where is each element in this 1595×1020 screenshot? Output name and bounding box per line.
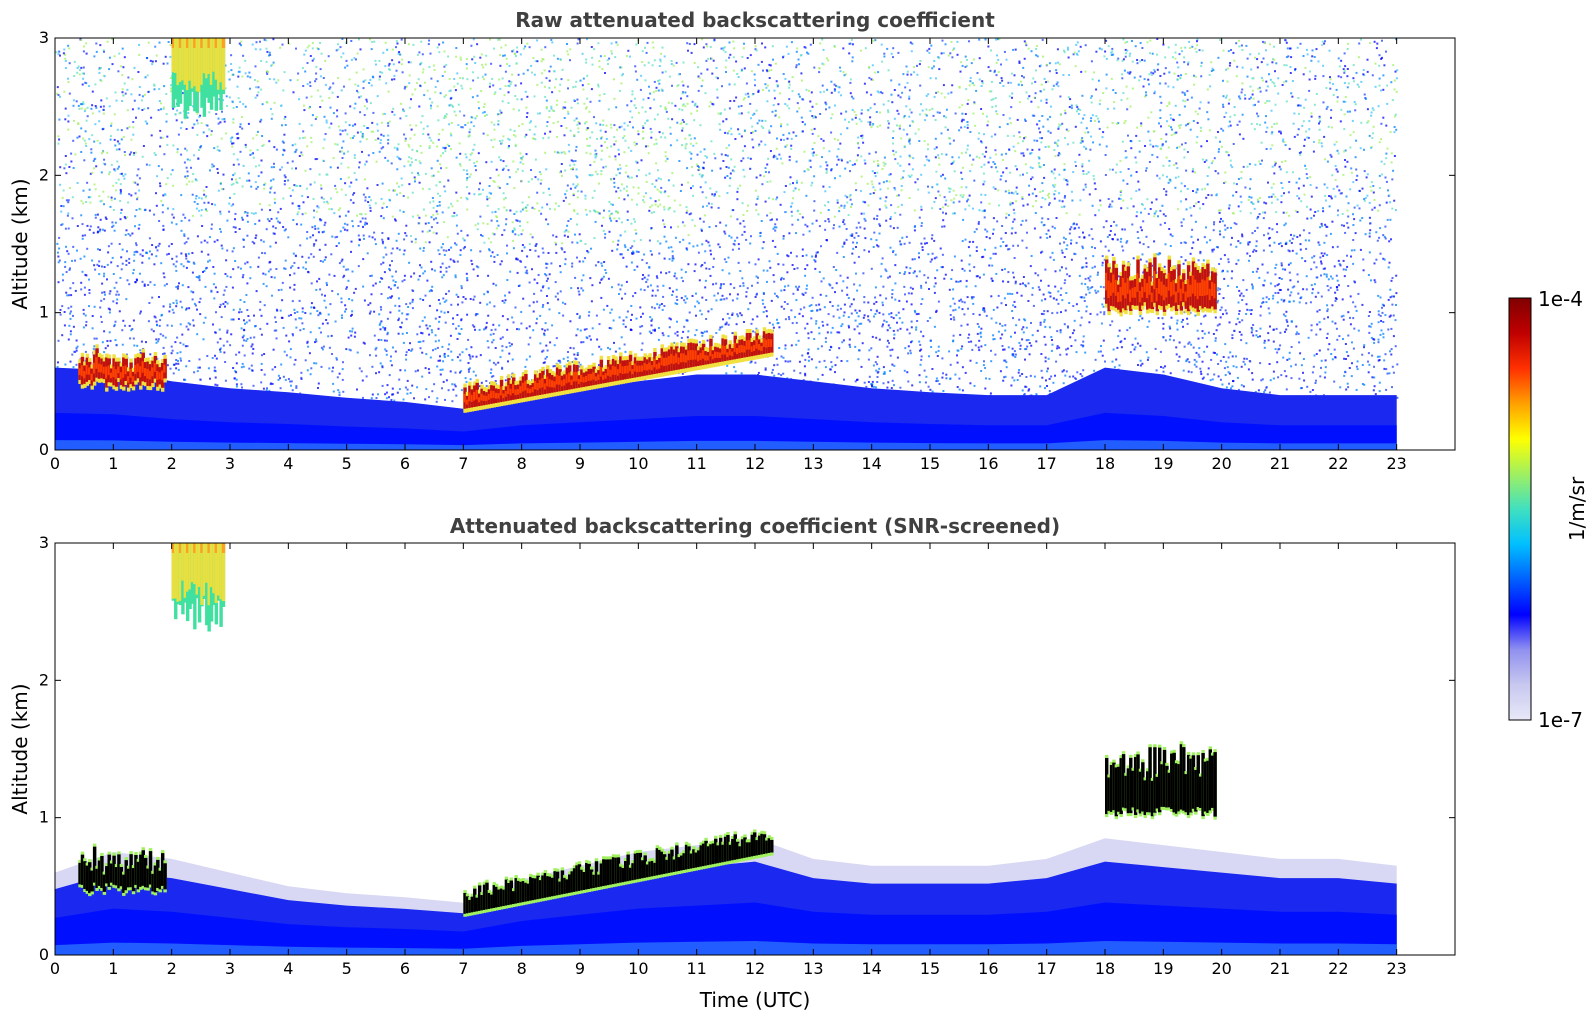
x-tick-label: 11	[686, 959, 706, 978]
panel-screened-y-label: Altitude (km)	[8, 683, 32, 814]
x-tick-label: 3	[225, 959, 235, 978]
x-tick-label: 15	[920, 454, 940, 473]
panel-screened-x-axis: 0 1 2 3 4 5 6 7 8 9 10 11 12 13 14 15 16 17 18 19 20 21 22 23	[50, 543, 1407, 978]
x-tick-label: 16	[978, 454, 998, 473]
x-tick-label: 18	[1095, 454, 1115, 473]
feature-early-clouds	[78, 843, 167, 897]
colorbar-unit-label: 1/m/sr	[1565, 476, 1589, 541]
x-tick-label: 19	[1153, 454, 1173, 473]
x-tick-label: 1	[108, 959, 118, 978]
panel-raw: Raw attenuated backscattering coefficien…	[8, 8, 1456, 473]
x-tick-label: 2	[167, 454, 177, 473]
panel-raw-title: Raw attenuated backscattering coefficien…	[515, 8, 995, 32]
panel-screened-heatmap	[55, 543, 1397, 955]
feature-evening-clouds	[1105, 741, 1217, 820]
y-tick-label: 2	[39, 670, 49, 689]
feature-high-plume	[171, 38, 226, 119]
feature-high-plume	[171, 543, 226, 632]
x-axis-label: Time (UTC)	[699, 988, 811, 1012]
x-tick-label: 23	[1386, 454, 1406, 473]
x-tick-label: 15	[920, 959, 940, 978]
panel-screened-y-axis: 0 1 2 3	[39, 533, 1455, 964]
x-tick-label: 0	[50, 959, 60, 978]
feature-evening-clouds	[1105, 253, 1217, 317]
x-tick-label: 13	[803, 454, 823, 473]
x-tick-label: 16	[978, 959, 998, 978]
x-tick-label: 2	[167, 959, 177, 978]
y-tick-label: 0	[39, 945, 49, 964]
x-tick-label: 1	[108, 454, 118, 473]
aerosol-layer-core	[55, 412, 1397, 450]
panel-raw-x-axis: 0 1 2 3 4 5 6 7 8 9 10 11 12 13 14 15 16 17 18 19 20 21 22 23	[50, 38, 1407, 473]
x-tick-label: 12	[745, 959, 765, 978]
x-tick-label: 6	[400, 959, 410, 978]
x-tick-label: 7	[458, 959, 468, 978]
surface-layer	[55, 440, 1397, 450]
x-tick-label: 20	[1211, 959, 1231, 978]
aerosol-layer-core	[55, 902, 1397, 955]
y-tick-label: 0	[39, 440, 49, 459]
y-tick-label: 1	[39, 808, 49, 827]
x-tick-label: 19	[1153, 959, 1173, 978]
feature-rising-cloud-band	[463, 829, 774, 917]
colorbar-min-label: 1e-7	[1538, 708, 1583, 732]
x-tick-label: 3	[225, 454, 235, 473]
colorbar-max-label: 1e-4	[1538, 287, 1583, 311]
x-tick-label: 0	[50, 454, 60, 473]
feature-rising-cloud-band	[463, 327, 774, 413]
x-tick-label: 7	[458, 454, 468, 473]
x-tick-label: 8	[517, 959, 527, 978]
panel-screened: Attenuated backscattering coefficient (S…	[8, 514, 1456, 1012]
x-tick-label: 8	[517, 454, 527, 473]
x-tick-label: 4	[283, 959, 293, 978]
x-tick-label: 22	[1328, 454, 1348, 473]
y-tick-label: 3	[39, 533, 49, 552]
x-tick-label: 17	[1036, 454, 1056, 473]
x-tick-label: 20	[1211, 454, 1231, 473]
y-tick-label: 2	[39, 165, 49, 184]
surface-layer	[55, 941, 1397, 955]
panel-raw-heatmap	[55, 38, 1399, 450]
x-tick-label: 10	[628, 959, 648, 978]
noise-speckle	[55, 38, 1399, 404]
panel-raw-y-label: Altitude (km)	[8, 178, 32, 309]
x-tick-label: 14	[861, 454, 881, 473]
x-tick-label: 5	[342, 454, 352, 473]
x-tick-label: 11	[686, 454, 706, 473]
y-tick-label: 1	[39, 303, 49, 322]
x-tick-label: 5	[342, 959, 352, 978]
colorbar-bar	[1508, 297, 1532, 721]
x-tick-label: 14	[861, 959, 881, 978]
y-tick-label: 3	[39, 28, 49, 47]
x-tick-label: 22	[1328, 959, 1348, 978]
panel-raw-y-axis: 0 1 2 3	[39, 28, 1455, 459]
x-tick-label: 9	[575, 454, 585, 473]
x-tick-label: 23	[1386, 959, 1406, 978]
x-tick-label: 4	[283, 454, 293, 473]
x-tick-label: 21	[1270, 959, 1290, 978]
x-tick-label: 6	[400, 454, 410, 473]
panel-screened-title: Attenuated backscattering coefficient (S…	[450, 514, 1060, 538]
x-tick-label: 9	[575, 959, 585, 978]
x-tick-label: 12	[745, 454, 765, 473]
feature-early-clouds	[78, 344, 167, 392]
x-tick-label: 21	[1270, 454, 1290, 473]
x-tick-label: 17	[1036, 959, 1056, 978]
colorbar: 1e-4 1e-7 1/m/sr	[1508, 287, 1589, 732]
x-tick-label: 13	[803, 959, 823, 978]
x-tick-label: 10	[628, 454, 648, 473]
x-tick-label: 18	[1095, 959, 1115, 978]
